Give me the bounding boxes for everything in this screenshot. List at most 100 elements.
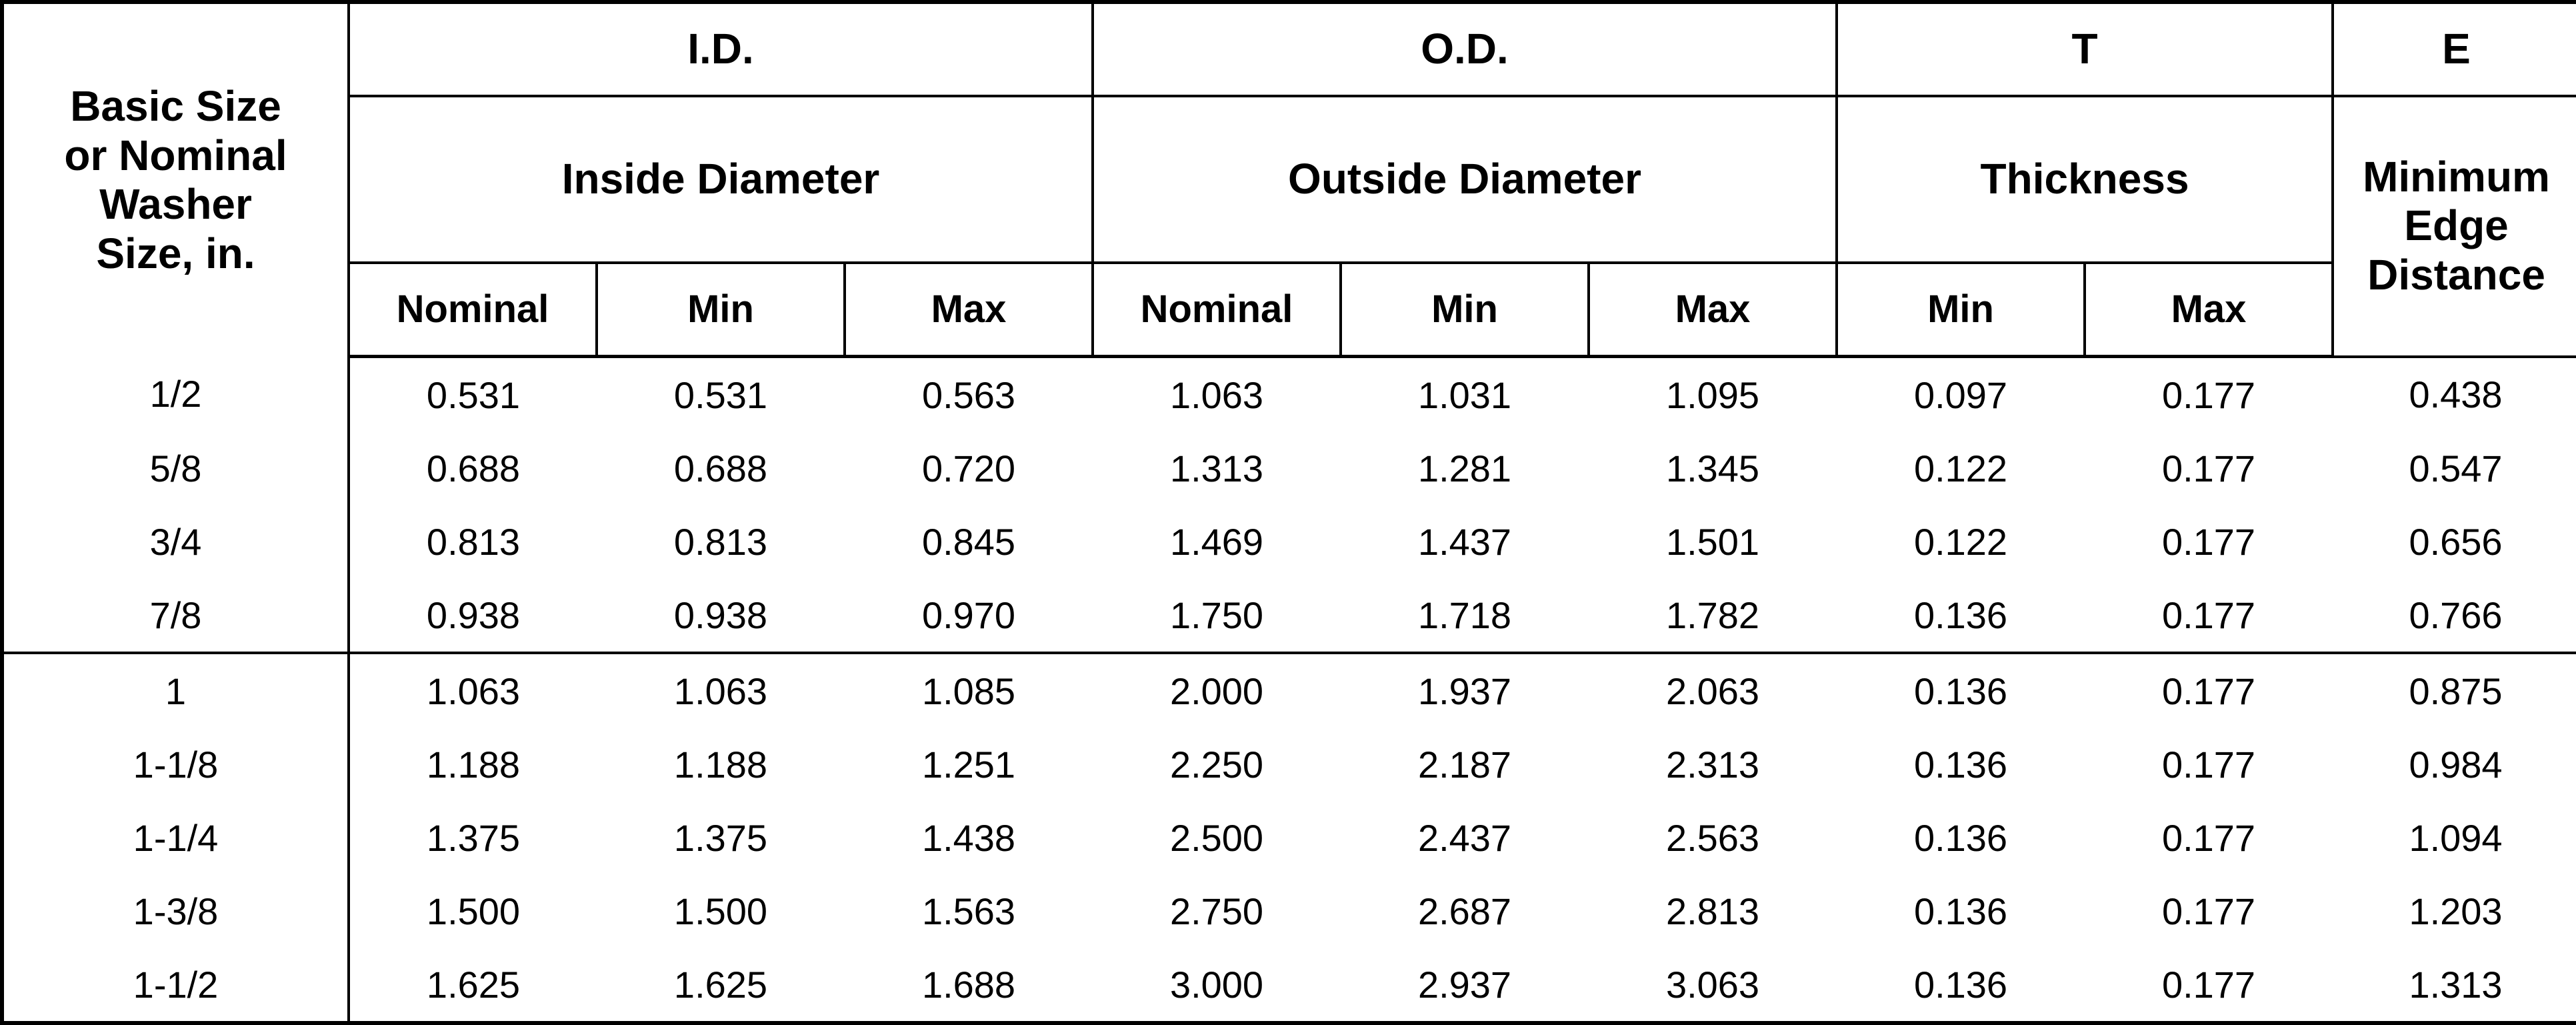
sub-od-min: Min bbox=[1341, 263, 1589, 357]
value-cell: 2.250 bbox=[1093, 728, 1341, 801]
value-cell: 1.437 bbox=[1341, 505, 1589, 578]
value-cell: 0.136 bbox=[1837, 578, 2085, 653]
value-cell: 0.688 bbox=[597, 431, 845, 505]
size-cell: 1-1/4 bbox=[2, 801, 349, 874]
value-cell: 1.251 bbox=[845, 728, 1093, 801]
value-cell: 2.063 bbox=[1589, 653, 1837, 728]
value-cell: 1.345 bbox=[1589, 431, 1837, 505]
value-cell: 1.750 bbox=[1093, 578, 1341, 653]
group-abbr-id: I.D. bbox=[349, 2, 1093, 96]
sub-od-nominal: Nominal bbox=[1093, 263, 1341, 357]
page: Basic Sizeor NominalWasherSize, in. I.D.… bbox=[0, 0, 2576, 1025]
value-cell: 0.136 bbox=[1837, 948, 2085, 1023]
size-cell: 1/2 bbox=[2, 357, 349, 432]
value-cell: 1.095 bbox=[1589, 357, 1837, 432]
value-cell: 2.500 bbox=[1093, 801, 1341, 874]
value-cell: 1.625 bbox=[597, 948, 845, 1023]
table-row: 3/4 0.813 0.813 0.845 1.469 1.437 1.501 … bbox=[2, 505, 2576, 578]
size-cell: 1-1/2 bbox=[2, 948, 349, 1023]
value-cell: 2.437 bbox=[1341, 801, 1589, 874]
value-cell: 1.031 bbox=[1341, 357, 1589, 432]
value-cell: 1.375 bbox=[597, 801, 845, 874]
value-cell: 1.281 bbox=[1341, 431, 1589, 505]
table-row: 7/8 0.938 0.938 0.970 1.750 1.718 1.782 … bbox=[2, 578, 2576, 653]
value-cell: 2.937 bbox=[1341, 948, 1589, 1023]
value-cell: 1.063 bbox=[349, 653, 597, 728]
size-cell: 3/4 bbox=[2, 505, 349, 578]
value-cell: 1.313 bbox=[1093, 431, 1341, 505]
value-cell: 0.177 bbox=[2085, 431, 2333, 505]
sub-id-max: Max bbox=[845, 263, 1093, 357]
value-cell: 0.438 bbox=[2333, 357, 2576, 432]
table-row: 1-1/2 1.625 1.625 1.688 3.000 2.937 3.06… bbox=[2, 948, 2576, 1023]
value-cell: 0.136 bbox=[1837, 874, 2085, 948]
value-cell: 0.097 bbox=[1837, 357, 2085, 432]
value-cell: 0.531 bbox=[349, 357, 597, 432]
value-cell: 1.625 bbox=[349, 948, 597, 1023]
value-cell: 0.875 bbox=[2333, 653, 2576, 728]
value-cell: 2.313 bbox=[1589, 728, 1837, 801]
value-cell: 3.063 bbox=[1589, 948, 1837, 1023]
value-cell: 1.688 bbox=[845, 948, 1093, 1023]
table-row: 1/2 0.531 0.531 0.563 1.063 1.031 1.095 … bbox=[2, 357, 2576, 432]
group-label-od: Outside Diameter bbox=[1093, 96, 1837, 263]
size-cell: 1 bbox=[2, 653, 349, 728]
value-cell: 1.500 bbox=[597, 874, 845, 948]
value-cell: 1.203 bbox=[2333, 874, 2576, 948]
value-cell: 1.188 bbox=[349, 728, 597, 801]
value-cell: 0.122 bbox=[1837, 431, 2085, 505]
value-cell: 0.813 bbox=[349, 505, 597, 578]
value-cell: 0.563 bbox=[845, 357, 1093, 432]
value-cell: 1.469 bbox=[1093, 505, 1341, 578]
table-body: 1/2 0.531 0.531 0.563 1.063 1.031 1.095 … bbox=[2, 357, 2576, 1024]
value-cell: 2.000 bbox=[1093, 653, 1341, 728]
size-cell: 5/8 bbox=[2, 431, 349, 505]
value-cell: 2.187 bbox=[1341, 728, 1589, 801]
value-cell: 0.177 bbox=[2085, 801, 2333, 874]
value-cell: 0.938 bbox=[349, 578, 597, 653]
value-cell: 0.177 bbox=[2085, 874, 2333, 948]
sub-id-nominal: Nominal bbox=[349, 263, 597, 357]
group-label-e: MinimumEdgeDistance bbox=[2333, 96, 2576, 357]
size-cell: 1-1/8 bbox=[2, 728, 349, 801]
value-cell: 0.938 bbox=[597, 578, 845, 653]
group-abbr-t: T bbox=[1837, 2, 2333, 96]
value-cell: 3.000 bbox=[1093, 948, 1341, 1023]
value-cell: 0.845 bbox=[845, 505, 1093, 578]
value-cell: 0.970 bbox=[845, 578, 1093, 653]
value-cell: 0.122 bbox=[1837, 505, 2085, 578]
value-cell: 2.750 bbox=[1093, 874, 1341, 948]
group-label-t: Thickness bbox=[1837, 96, 2333, 263]
value-cell: 1.375 bbox=[349, 801, 597, 874]
row-header-text: Basic Sizeor NominalWasherSize, in. bbox=[64, 82, 287, 277]
group-abbr-od: O.D. bbox=[1093, 2, 1837, 96]
value-cell: 0.136 bbox=[1837, 801, 2085, 874]
value-cell: 1.782 bbox=[1589, 578, 1837, 653]
row-header: Basic Sizeor NominalWasherSize, in. bbox=[2, 2, 349, 357]
washer-dimensions-table: Basic Sizeor NominalWasherSize, in. I.D.… bbox=[0, 0, 2576, 1025]
value-cell: 0.766 bbox=[2333, 578, 2576, 653]
value-cell: 2.687 bbox=[1341, 874, 1589, 948]
sub-od-max: Max bbox=[1589, 263, 1837, 357]
group-label-id: Inside Diameter bbox=[349, 96, 1093, 263]
size-cell: 1-3/8 bbox=[2, 874, 349, 948]
value-cell: 0.136 bbox=[1837, 728, 2085, 801]
sub-id-min: Min bbox=[597, 263, 845, 357]
value-cell: 0.531 bbox=[597, 357, 845, 432]
value-cell: 0.984 bbox=[2333, 728, 2576, 801]
value-cell: 1.188 bbox=[597, 728, 845, 801]
table-row: 5/8 0.688 0.688 0.720 1.313 1.281 1.345 … bbox=[2, 431, 2576, 505]
table-row: 1 1.063 1.063 1.085 2.000 1.937 2.063 0.… bbox=[2, 653, 2576, 728]
value-cell: 1.438 bbox=[845, 801, 1093, 874]
value-cell: 1.063 bbox=[597, 653, 845, 728]
value-cell: 2.563 bbox=[1589, 801, 1837, 874]
value-cell: 0.177 bbox=[2085, 578, 2333, 653]
table-row: 1-1/4 1.375 1.375 1.438 2.500 2.437 2.56… bbox=[2, 801, 2576, 874]
value-cell: 1.718 bbox=[1341, 578, 1589, 653]
value-cell: 1.563 bbox=[845, 874, 1093, 948]
value-cell: 0.813 bbox=[597, 505, 845, 578]
table-row: 1-3/8 1.500 1.500 1.563 2.750 2.687 2.81… bbox=[2, 874, 2576, 948]
value-cell: 1.063 bbox=[1093, 357, 1341, 432]
value-cell: 1.094 bbox=[2333, 801, 2576, 874]
value-cell: 1.500 bbox=[349, 874, 597, 948]
